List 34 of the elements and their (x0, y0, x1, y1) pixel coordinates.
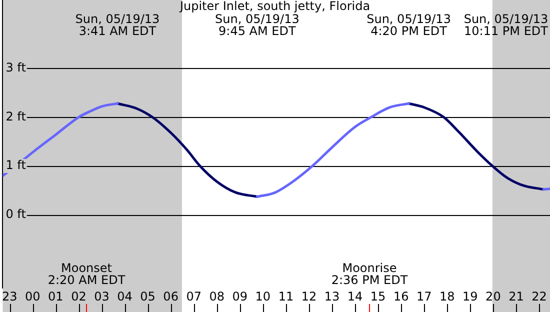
x-tick-label: 23 (2, 289, 18, 304)
ref-line-label: Moonset 2:20 AM EDT (48, 261, 126, 288)
x-tick-label: 21 (508, 289, 524, 304)
x-tick-label: 16 (393, 289, 409, 304)
y-tick-label: 3 ft (6, 60, 26, 74)
annotation: Sun, 05/19/13 9:45 AM EDT (214, 12, 300, 38)
x-tick-label: 05 (140, 289, 156, 304)
x-tick-label: 17 (416, 289, 432, 304)
y-tick-label: 2 ft (6, 109, 26, 124)
x-tick-label: 13 (324, 289, 340, 304)
x-tick-label: 09 (232, 289, 248, 304)
x-tick-label: 19 (462, 289, 478, 304)
x-tick-label: 15 (370, 289, 386, 304)
annotation: Sun, 05/19/13 10:11 PM EDT (464, 12, 549, 38)
x-tick-label: 11 (278, 289, 294, 304)
annotation: Sun, 05/19/13 3:41 AM EDT (75, 12, 160, 38)
x-tick-label: 06 (163, 289, 178, 304)
annotation: Sun, 05/19/13 4:20 PM EDT (366, 12, 451, 38)
x-tick-label: 20 (486, 289, 501, 304)
x-tick-label: 02 (71, 289, 86, 304)
x-tick-label: 14 (347, 289, 363, 304)
x-tick-label: 01 (48, 289, 64, 304)
x-tick-label: 08 (209, 289, 225, 304)
x-tick-label: 18 (440, 289, 455, 304)
x-tick-label: 10 (255, 289, 271, 304)
ref-line-label: Moonrise 2:36 PM EDT (331, 261, 408, 288)
y-tick-label: 0 ft (6, 206, 26, 221)
x-tick-label: 22 (532, 289, 547, 304)
x-tick-label: 03 (94, 289, 110, 304)
x-tick-label: 04 (117, 289, 132, 304)
x-tick-label: 00 (25, 289, 40, 304)
x-tick-label: 12 (301, 289, 317, 304)
x-tick-label: 07 (186, 289, 202, 304)
chart-title: Jupiter Inlet, south jetty, Florida (178, 0, 370, 14)
